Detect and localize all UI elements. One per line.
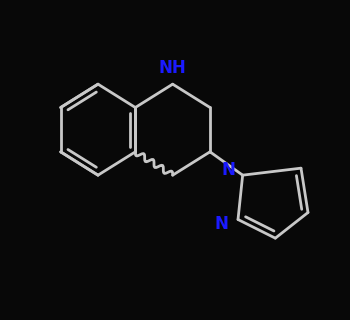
Text: N: N	[222, 162, 236, 180]
Text: NH: NH	[159, 59, 187, 77]
Text: N: N	[215, 215, 229, 233]
